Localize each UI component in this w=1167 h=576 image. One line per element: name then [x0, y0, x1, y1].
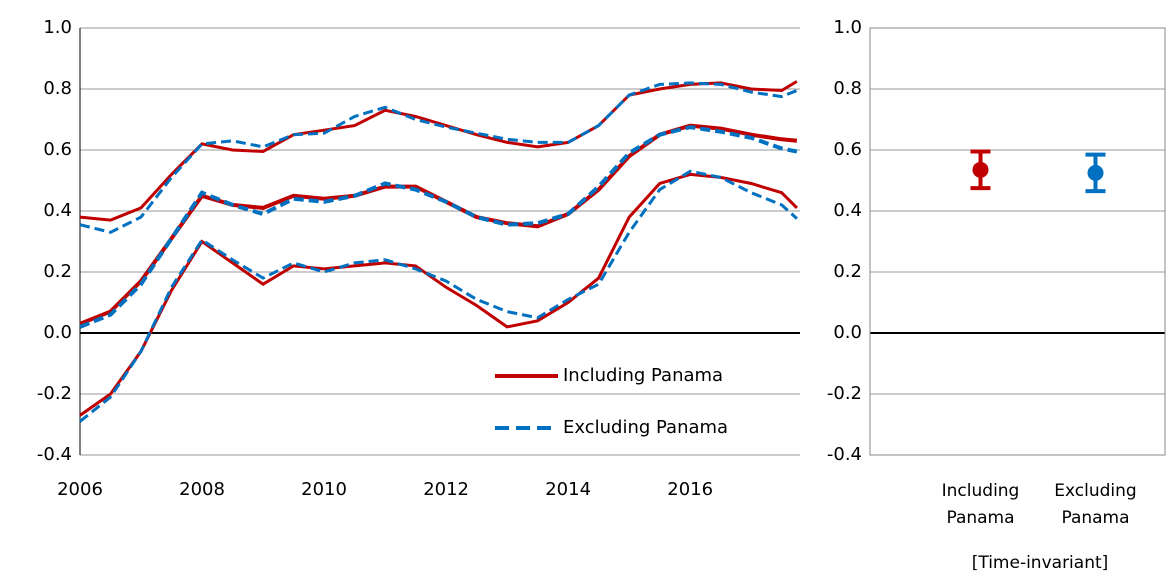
y-tick-label: 1.0 [43, 17, 72, 38]
series-line [79, 125, 798, 329]
x-tick-label: 2006 [57, 479, 103, 500]
y-tick-label: 0.4 [43, 200, 72, 221]
x-tick-label: Including Panama [941, 481, 1020, 528]
y-tick-label: 0.8 [43, 78, 72, 99]
y-tick-label: 0.0 [833, 322, 862, 343]
x-tick-label: 2012 [423, 479, 469, 500]
y-tick-label: 0.6 [43, 139, 72, 160]
legend-label: Excluding Panama [563, 417, 728, 438]
legend-label: Including Panama [563, 365, 723, 386]
x-tick-label: 2010 [301, 479, 347, 500]
plot-frame [869, 27, 1166, 456]
series-line [79, 169, 798, 423]
y-tick-label: 0.2 [833, 261, 862, 282]
y-tick-label: 0.2 [43, 261, 72, 282]
y-tick-label: -0.4 [827, 444, 862, 465]
y-tick-label: 0.6 [833, 139, 862, 160]
x-tick-label: 2016 [667, 479, 713, 500]
series-line [79, 123, 798, 326]
y-tick-label: 1.0 [833, 17, 862, 38]
series-line [79, 81, 798, 234]
y-tick-label: -0.4 [37, 444, 72, 465]
y-tick-label: -0.2 [827, 383, 862, 404]
y-tick-label: 0.4 [833, 200, 862, 221]
point [1087, 164, 1104, 181]
point [972, 161, 989, 178]
x-tick-label: 2008 [179, 479, 225, 500]
annotation: [Time-invariant] [972, 553, 1109, 573]
x-tick-label: 2014 [545, 479, 591, 500]
y-tick-label: 0.0 [43, 322, 72, 343]
y-tick-label: -0.2 [37, 383, 72, 404]
y-tick-label: 0.8 [833, 78, 862, 99]
x-tick-label: Excluding Panama [1054, 481, 1137, 528]
